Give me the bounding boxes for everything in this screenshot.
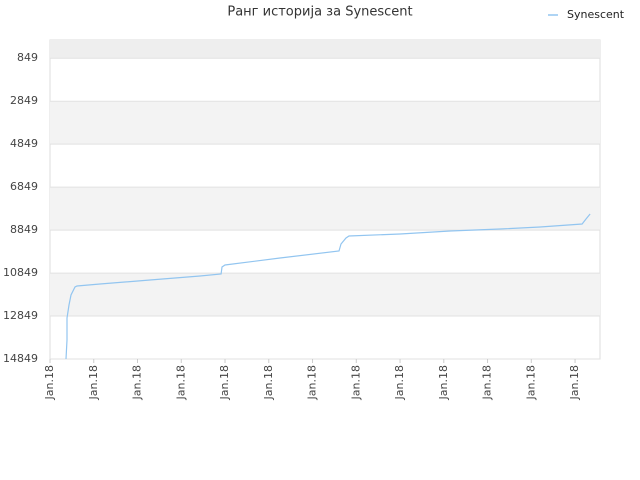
band	[50, 273, 600, 317]
y-tick-label: 2849	[10, 94, 38, 107]
x-tick-label: Jan.18	[524, 365, 537, 400]
x-tick-label: Jan.18	[349, 365, 362, 400]
x-tick-label: Jan.18	[87, 365, 100, 400]
band	[50, 101, 600, 145]
y-tick-label: 10849	[3, 266, 38, 279]
y-tick-label: 849	[17, 51, 38, 64]
y-tick-label: 4849	[10, 137, 38, 150]
data-line	[65, 213, 591, 360]
y-tick-label: 8849	[10, 223, 38, 236]
x-tick-label: Jan.18	[393, 365, 406, 400]
x-tick-label: Jan.18	[174, 365, 187, 400]
x-tick-label: Jan.18	[481, 365, 494, 400]
y-tick-label: 14849	[3, 352, 38, 365]
x-tick-label: Jan.18	[437, 365, 450, 400]
x-tick-label: Jan.18	[262, 365, 275, 400]
band	[50, 40, 600, 59]
band	[50, 187, 600, 231]
chart-title: Ранг историја за Synescent	[227, 5, 412, 20]
legend-label: Synescent	[567, 8, 625, 21]
x-tick-label: Jan.18	[568, 365, 581, 400]
x-tick-label: Jan.18	[306, 365, 319, 400]
x-tick-label: Jan.18	[43, 365, 56, 400]
y-tick-label: 6849	[10, 180, 38, 193]
y-tick-label: 12849	[3, 309, 38, 322]
x-tick-label: Jan.18	[218, 365, 231, 400]
x-tick-label: Jan.18	[131, 365, 144, 400]
